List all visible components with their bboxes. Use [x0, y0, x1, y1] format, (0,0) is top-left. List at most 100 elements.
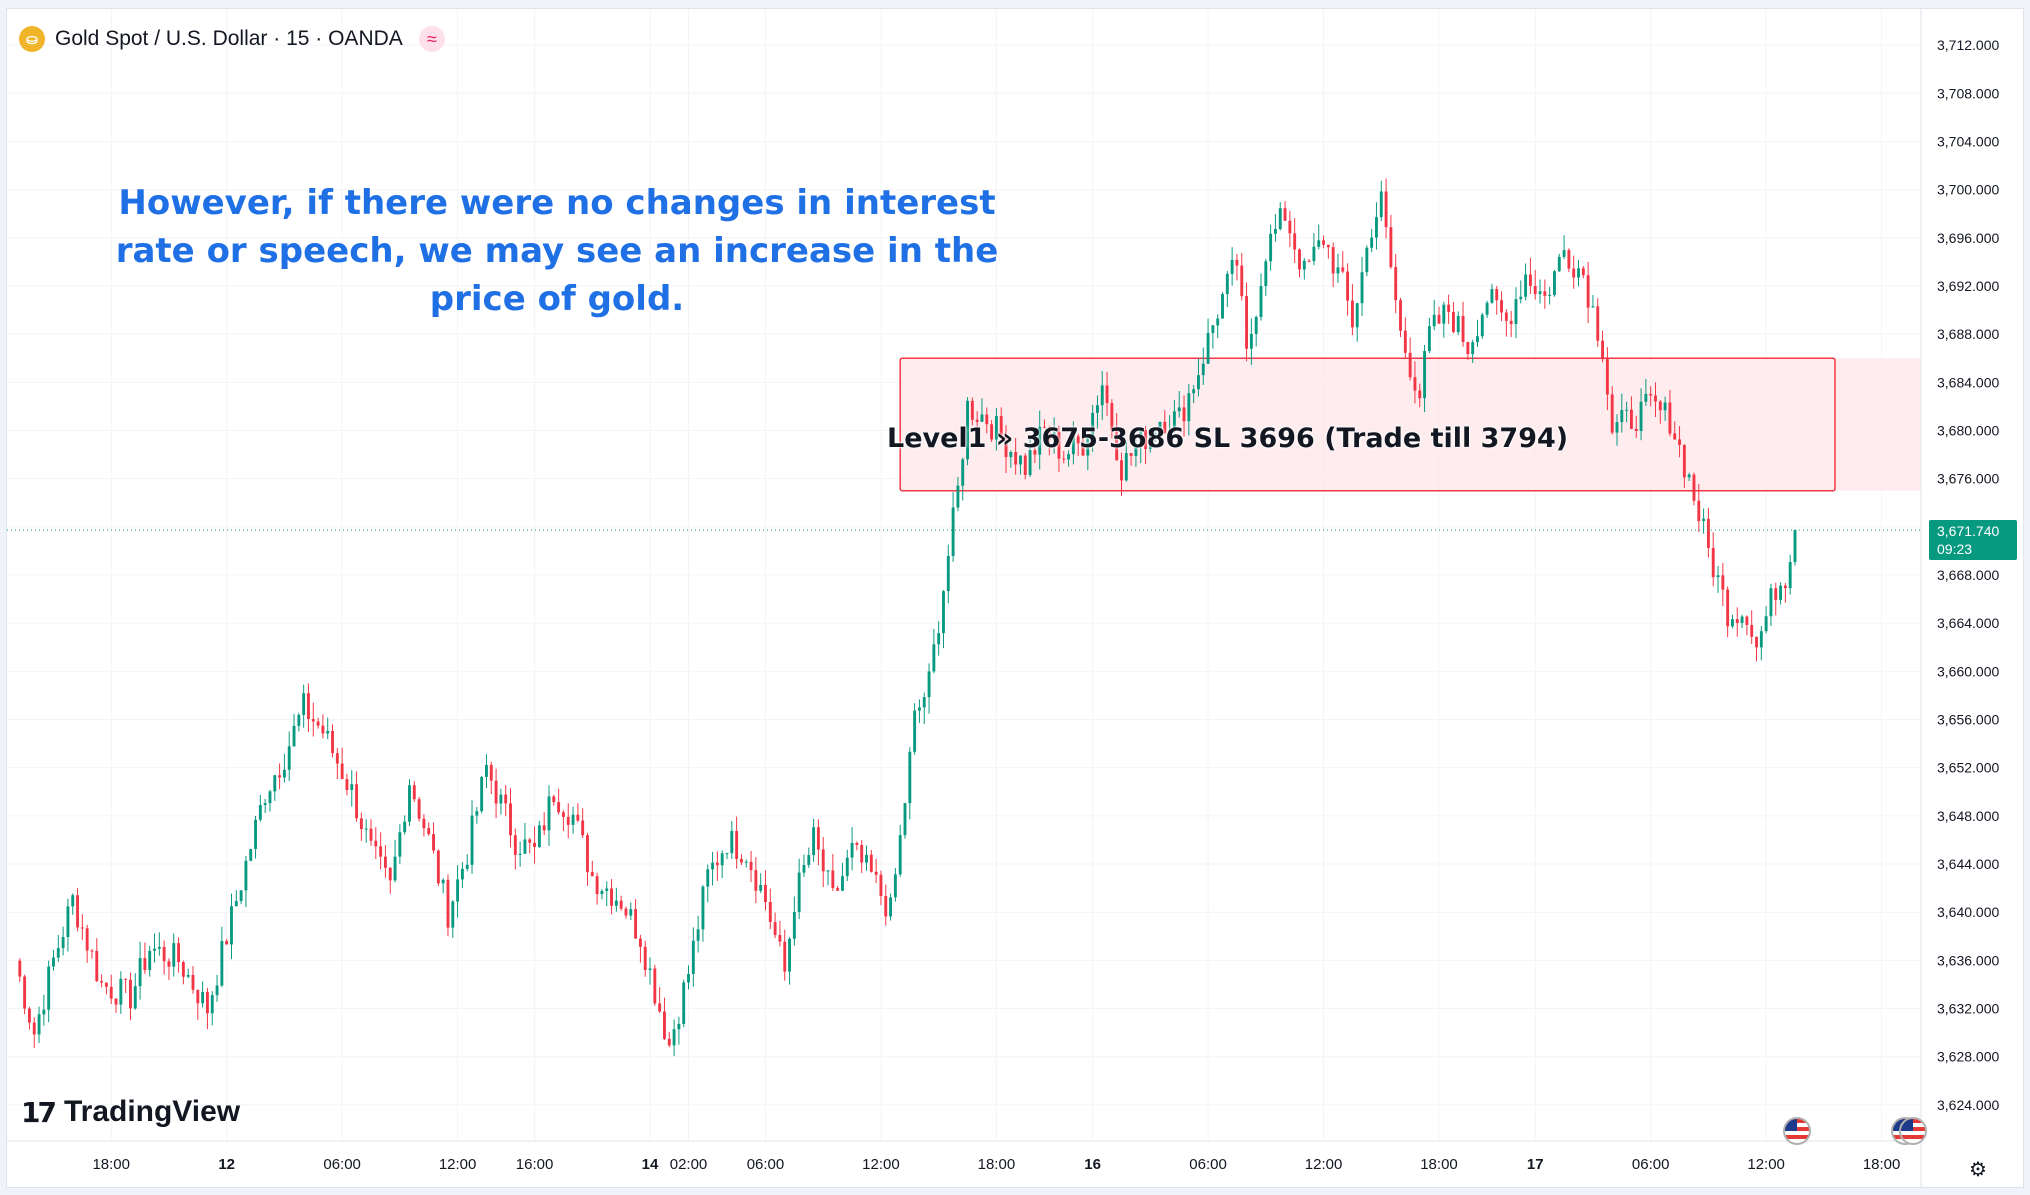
candle [412, 781, 416, 803]
candle [523, 822, 527, 854]
candle [561, 810, 565, 832]
candle [355, 771, 359, 822]
candle [1177, 390, 1181, 418]
x-tick-label: 06:00 [747, 1156, 785, 1173]
candle [1095, 395, 1099, 429]
y-tick-label: 3,692.000 [1937, 278, 1999, 294]
candle [1331, 242, 1335, 287]
candle [927, 663, 931, 714]
candle [841, 862, 844, 892]
candle [456, 865, 460, 918]
candle [792, 896, 796, 946]
candle [557, 788, 561, 815]
candle [831, 854, 835, 892]
candle [1091, 404, 1095, 452]
candle [961, 457, 965, 501]
candle [1341, 251, 1345, 274]
candle [706, 864, 710, 903]
candle [1538, 279, 1542, 304]
candle [1019, 455, 1022, 475]
candle [1687, 472, 1691, 482]
candle [1273, 214, 1277, 242]
candle [1322, 235, 1325, 249]
candle [1548, 286, 1552, 305]
candle [1755, 636, 1758, 662]
candle [917, 699, 921, 723]
candle [225, 938, 229, 945]
symbol-legend[interactable]: ⛀ Gold Spot / U.S. Dollar · 15 · OANDA ≈ [19, 23, 445, 55]
candle [23, 974, 27, 1015]
candle [1557, 253, 1561, 273]
candlestick-chart[interactable]: 3,712.000 3,708.000 3,704.000 3,700.000 3,69… [7, 9, 2024, 1188]
candle [282, 753, 286, 783]
candle [759, 873, 763, 894]
candle [359, 812, 363, 841]
candle [239, 890, 243, 905]
candle [1490, 283, 1494, 304]
candle [1144, 426, 1147, 465]
candle [764, 870, 767, 911]
candle [1105, 371, 1109, 417]
zone-label[interactable]: Level1 » 3675-3686 SL 3696 (Trade till 3… [887, 423, 1569, 454]
wave-indicator-icon[interactable]: ≈ [418, 26, 445, 52]
candle [547, 785, 551, 846]
y-tick-label: 3,624.000 [1937, 1097, 1999, 1113]
candle [586, 832, 589, 886]
candle [1062, 450, 1066, 464]
candle [1673, 421, 1677, 440]
candle [114, 998, 118, 1013]
candle [1129, 452, 1133, 466]
candle [148, 945, 152, 977]
candle [1192, 384, 1196, 404]
candle [1423, 344, 1427, 413]
x-tick-label: 06:00 [323, 1156, 361, 1173]
candle [302, 684, 306, 728]
candle [1153, 430, 1157, 443]
candle [1139, 426, 1143, 464]
candle [1120, 452, 1123, 497]
candle [1418, 383, 1422, 408]
candle [1596, 298, 1600, 347]
comment-text[interactable]: However, if there were no changes in int… [115, 183, 999, 319]
x-tick-label: 18:00 [1863, 1156, 1901, 1173]
candle [436, 849, 440, 887]
candle [879, 870, 883, 906]
candle [975, 411, 979, 438]
candle [1394, 254, 1398, 314]
settings-gear-icon[interactable]: ⚙ [1969, 1159, 1987, 1181]
tradingview-logo[interactable]: 17 TradingView [21, 1095, 240, 1129]
candle [1461, 301, 1465, 347]
x-tick-label: 06:00 [1189, 1156, 1227, 1173]
candle [1225, 270, 1229, 307]
candle [422, 814, 426, 837]
candle [32, 1017, 36, 1049]
candle [1230, 247, 1234, 286]
candle [1731, 614, 1734, 629]
candle [576, 803, 580, 823]
candle [826, 869, 830, 886]
candle [268, 789, 272, 812]
y-tick-label: 3,696.000 [1937, 230, 1999, 246]
candle [393, 839, 397, 883]
candle [1577, 259, 1580, 287]
candle [518, 841, 522, 867]
x-tick-label: 12:00 [1305, 1156, 1343, 1173]
candle [124, 978, 128, 994]
candle [1014, 438, 1018, 475]
candle [1124, 441, 1128, 482]
candle [528, 837, 532, 854]
candle [797, 858, 801, 920]
us-flag-icon[interactable] [1783, 1117, 1811, 1145]
candle [624, 906, 628, 919]
us-flag-icon[interactable] [1899, 1117, 1927, 1145]
candle [143, 942, 147, 974]
candle [1639, 388, 1643, 441]
candle [162, 940, 166, 975]
candle [1678, 426, 1681, 458]
candle [1076, 433, 1080, 457]
candle [687, 965, 690, 990]
candle [1759, 625, 1763, 661]
candle [1721, 562, 1725, 607]
candle [1269, 224, 1273, 271]
candle [263, 798, 267, 814]
